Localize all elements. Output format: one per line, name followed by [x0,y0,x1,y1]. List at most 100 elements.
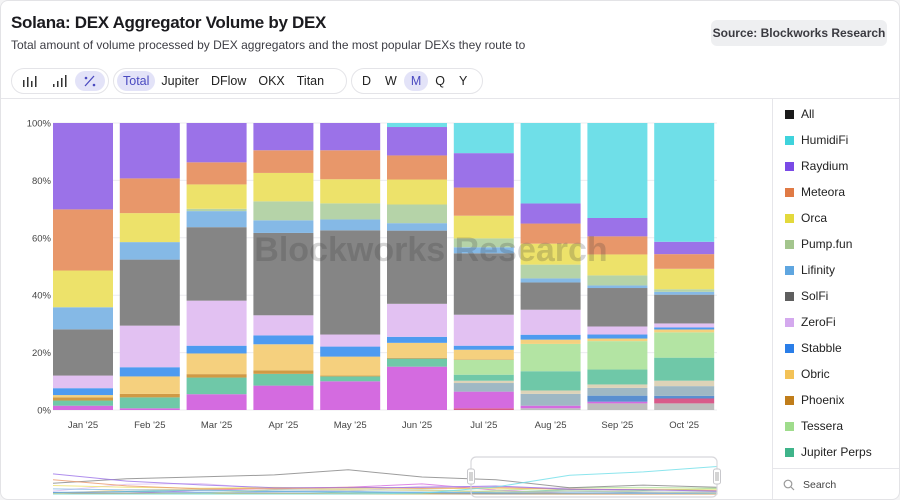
bar-segment[interactable] [453,359,514,360]
legend-item[interactable]: Obric [785,366,830,382]
bar-segment[interactable] [53,209,113,271]
legend-item[interactable]: Raydium [785,158,848,174]
bar-segment[interactable] [587,403,648,410]
bar-segment[interactable] [387,179,447,205]
bar-segment[interactable] [387,204,447,224]
legend-item[interactable]: Lifinity [785,262,835,278]
bar-stack[interactable] [387,123,447,410]
bar-segment[interactable] [587,217,648,237]
bar-chart-icon[interactable] [15,71,45,91]
bar-segment[interactable] [453,238,514,248]
bar-segment[interactable] [119,213,180,243]
bar-segment[interactable] [387,342,447,358]
bar-segment[interactable] [587,387,648,396]
bar-segment[interactable] [186,300,247,346]
bar-stack[interactable] [53,123,113,410]
bar-stack[interactable] [654,123,715,410]
bar-segment[interactable] [320,381,381,410]
legend-item[interactable]: SolFi [785,288,828,304]
bar-segment[interactable] [587,395,648,402]
bar-segment[interactable] [520,203,581,224]
legend-item[interactable]: Orca [785,210,827,226]
legend-item[interactable]: Jupiter Perps [785,444,872,460]
bar-segment[interactable] [520,371,581,391]
bar-segment[interactable] [520,278,581,283]
bar-segment[interactable] [253,370,314,374]
bar-segment[interactable] [587,369,648,385]
bar-segment[interactable] [186,123,247,163]
bar-stack[interactable] [453,123,514,410]
bar-segment[interactable] [253,344,314,371]
bar-segment[interactable] [520,339,581,344]
bar-segment[interactable] [654,403,715,410]
bar-segment[interactable] [53,329,113,376]
bar-segment[interactable] [253,172,314,202]
bar-segment[interactable] [119,325,180,368]
bar-segment[interactable] [320,334,381,347]
bar-stack[interactable] [320,123,381,410]
bar-segment[interactable] [453,359,514,375]
bar-segment[interactable] [53,375,113,389]
bar-segment[interactable] [587,341,648,370]
bar-segment[interactable] [119,408,180,410]
bar-segment[interactable] [186,227,247,301]
bar-segment[interactable] [587,334,648,339]
bar-segment[interactable] [520,223,581,244]
bar-stack[interactable] [186,123,247,410]
bar-segment[interactable] [654,329,715,333]
bar-segment[interactable] [654,294,715,324]
bar-segment[interactable] [654,289,715,292]
bar-segment[interactable] [654,123,715,242]
bar-segment[interactable] [520,393,581,406]
bar-segment[interactable] [387,123,447,128]
bar-segment[interactable] [453,253,514,315]
bar-segment[interactable] [320,219,381,231]
bar-segment[interactable] [654,386,715,396]
bar-segment[interactable] [654,241,715,255]
bar-segment[interactable] [654,268,715,290]
bar-segment[interactable] [119,376,180,394]
bar-segment[interactable] [53,307,113,330]
bar-segment[interactable] [53,395,113,398]
stacked-bar-icon[interactable] [45,71,75,91]
bar-segment[interactable] [119,397,180,409]
bar-segment[interactable] [320,356,381,376]
bar-segment[interactable] [119,259,180,326]
bar-segment[interactable] [520,309,581,335]
bar-segment[interactable] [520,343,581,372]
bar-segment[interactable] [320,230,381,335]
bar-segment[interactable] [387,155,447,180]
bar-segment[interactable] [654,357,715,381]
bar-segment[interactable] [587,326,648,335]
bar-segment[interactable] [453,380,514,384]
legend-item[interactable]: Stabble [785,340,842,356]
bar-segment[interactable] [453,408,514,410]
bar-segment[interactable] [654,323,715,328]
bar-segment[interactable] [587,401,648,404]
bar-segment[interactable] [53,388,113,396]
bar-segment[interactable] [654,398,715,404]
bar-segment[interactable] [387,127,447,156]
bar-segment[interactable] [186,377,247,395]
tab-titan[interactable]: Titan [296,74,325,88]
bar-segment[interactable] [587,275,648,286]
bar-segment[interactable] [453,345,514,350]
bar-segment[interactable] [387,366,447,410]
bar-segment[interactable] [453,374,514,381]
bar-segment[interactable] [53,270,113,308]
bar-segment[interactable] [453,123,514,154]
bar-segment[interactable] [320,346,381,357]
bar-segment[interactable] [654,395,715,399]
bar-segment[interactable] [654,254,715,269]
bar-segment[interactable] [186,353,247,375]
bar-segment[interactable] [453,391,514,409]
interval-month[interactable]: M [403,71,429,91]
bar-segment[interactable] [387,303,447,337]
bar-segment[interactable] [587,338,648,342]
bar-segment[interactable] [387,230,447,304]
bar-stack[interactable] [520,123,581,410]
bar-segment[interactable] [53,405,113,410]
tab-total[interactable]: Total [117,71,156,91]
bar-segment[interactable] [587,254,648,276]
bar-segment[interactable] [453,349,514,360]
